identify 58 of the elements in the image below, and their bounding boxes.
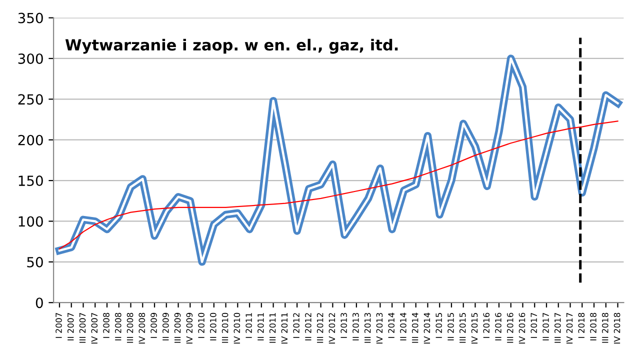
x-tick-label: IV 2015 — [471, 313, 478, 344]
x-tick-label: III 2018 — [602, 312, 608, 343]
x-tick-label: IV 2008 — [138, 312, 146, 344]
text: Wytwarzanie i zaop. w en. el., gaz, itd. — [65, 38, 398, 54]
y-tick-label: 250 — [18, 94, 43, 105]
x-tick-label: II 2013 — [352, 312, 359, 340]
x-tick-label: I 2011 — [246, 313, 252, 338]
x-tick-label: III 2016 — [506, 312, 514, 343]
line-series — [58, 120, 618, 250]
x-tick-label: II 2009 — [162, 312, 169, 340]
y-tick-label: 100 — [18, 216, 43, 227]
x-tick-label: IV 2014 — [424, 312, 430, 344]
x-tick-label: I 2012 — [293, 313, 300, 338]
x-tick-label: II 2010 — [210, 312, 216, 340]
x-tick-label: II 2011 — [258, 313, 264, 340]
x-tick-label: IV 2016 — [518, 312, 526, 344]
x-tick-label: IV 2017 — [566, 313, 573, 344]
x-tick-label: II 2014 — [400, 312, 406, 340]
x-tick-label: I 2016 — [483, 312, 490, 338]
x-tick-label: II 2016 — [495, 312, 502, 340]
x-tick-label: IV 2007 — [91, 313, 98, 344]
x-tick-label: III 2014 — [412, 312, 418, 343]
y-tick-label: 300 — [18, 53, 43, 64]
x-tick-label: III 2009 — [174, 312, 181, 343]
y-tick-label: 0 — [36, 298, 43, 308]
x-tick-label: III 2013 — [364, 312, 371, 343]
x-tick-label: I 2010 — [198, 312, 204, 338]
y-tick-label: 200 — [18, 134, 43, 146]
x-tick-label: II 2015 — [448, 313, 454, 340]
x-tick-label: IV 2012 — [328, 313, 336, 344]
x-tick-label: IV 2009 — [186, 312, 193, 344]
x-tick-label: I 2007 — [56, 313, 62, 338]
x-tick-label: II 2017 — [542, 313, 549, 340]
x-tick-label: III 2012 — [316, 313, 324, 343]
x-tick-label: III 2015 — [459, 313, 466, 343]
x-tick-label: I 2013 — [340, 312, 347, 338]
y-tick-label: 350 — [18, 12, 43, 24]
x-tick-label: IV 2010 — [234, 312, 240, 344]
x-tick-label: IV 2011 — [281, 313, 288, 344]
y-tick-label: 150 — [18, 176, 43, 186]
x-tick-label: I 2017 — [530, 313, 538, 338]
x-tick-label: II 2007 — [67, 313, 74, 340]
x-tick-label: III 2017 — [554, 313, 561, 343]
x-tick-label: III 2007 — [79, 313, 86, 343]
x-tick-label: I 2018 — [578, 312, 585, 338]
x-tick-label: IV 2018 — [614, 312, 620, 344]
x-tick-label: II 2008 — [114, 312, 122, 340]
x-tick-label: II 2018 — [590, 312, 596, 340]
x-tick-label: II 2012 — [305, 313, 312, 340]
x-tick-label: III 2011 — [269, 313, 276, 343]
y-tick-label: 50 — [27, 256, 43, 268]
x-tick-label: I 2008 — [103, 312, 110, 338]
x-tick-label: I 2014 — [388, 312, 394, 338]
x-tick-label: I 2009 — [150, 312, 157, 338]
x-tick-label: I 2015 — [436, 313, 442, 338]
x-tick-label: III 2008 — [126, 312, 134, 343]
x-tick-label: IV 2013 — [376, 312, 383, 344]
x-tick-label: III 2010 — [222, 312, 228, 343]
